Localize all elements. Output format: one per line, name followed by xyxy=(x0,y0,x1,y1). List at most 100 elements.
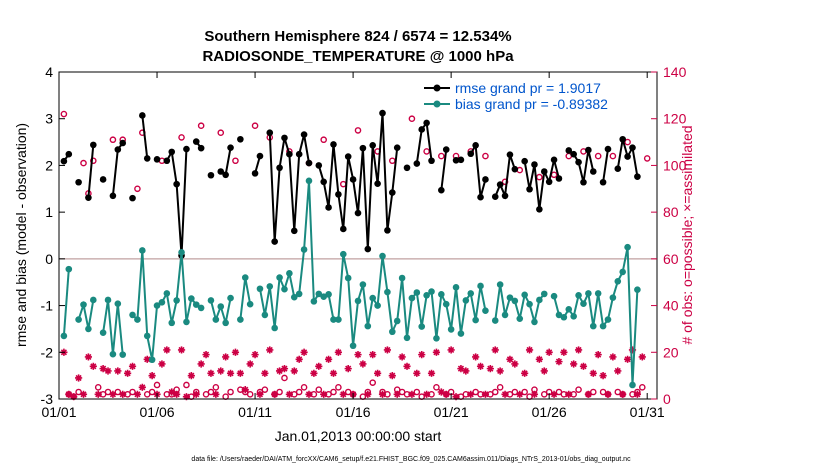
rmse-point xyxy=(585,146,592,154)
assimilated-obs-marker xyxy=(65,390,73,398)
bias-point xyxy=(467,290,475,297)
y-right-tick-label: 40 xyxy=(663,298,679,314)
rmse-point xyxy=(163,157,171,165)
bias-point xyxy=(413,289,421,296)
rmse-line-segment xyxy=(523,159,560,210)
rmse-point xyxy=(217,168,225,175)
rmse-point xyxy=(335,191,342,198)
assimilated-obs-marker xyxy=(398,353,406,361)
assimilated-obs-marker xyxy=(472,353,480,361)
bias-point xyxy=(614,277,622,285)
rmse-point xyxy=(526,185,533,193)
assimilated-obs-marker xyxy=(476,362,485,370)
assimilated-obs-marker xyxy=(79,390,88,398)
y-left-tick-label: 3 xyxy=(45,111,53,127)
rmse-point xyxy=(320,178,327,186)
assimilated-obs-marker xyxy=(540,367,548,375)
assimilated-obs-marker xyxy=(192,390,200,398)
possible-obs-marker xyxy=(295,388,303,396)
possible-obs-marker xyxy=(433,384,440,391)
rmse-point xyxy=(183,145,190,153)
rmse-point xyxy=(482,176,489,183)
assimilated-obs-marker xyxy=(285,390,293,398)
assimilated-obs-marker xyxy=(638,353,646,361)
rmse-point xyxy=(379,109,386,117)
bias-point xyxy=(271,324,278,332)
rmse-point xyxy=(428,157,435,165)
rmse-point xyxy=(85,194,92,201)
assimilated-obs-marker xyxy=(182,393,191,401)
bias-point xyxy=(266,283,274,290)
assimilated-obs-marker xyxy=(594,351,602,359)
y-right-tick-label: 140 xyxy=(663,64,687,80)
bias-point xyxy=(384,288,391,296)
assimilated-obs-marker xyxy=(75,374,83,382)
bias-point xyxy=(389,328,396,336)
bias-point xyxy=(222,319,229,327)
rmse-line-segment xyxy=(141,115,149,159)
bias-point xyxy=(188,295,195,302)
possible-obs-marker xyxy=(335,384,342,391)
rmse-point xyxy=(99,176,107,183)
y-left-tick-label: 4 xyxy=(45,64,53,80)
bias-point xyxy=(349,342,357,350)
bias-point xyxy=(634,286,641,293)
rmse-point xyxy=(619,135,626,143)
bias-point xyxy=(85,325,92,333)
bias-point xyxy=(80,301,87,308)
rmse-point xyxy=(536,206,543,213)
bias-point xyxy=(256,285,264,293)
assimilated-obs-marker xyxy=(300,348,308,356)
y-right-tick-label: 20 xyxy=(663,344,679,360)
bias-point xyxy=(428,288,435,295)
assimilated-obs-marker xyxy=(128,362,137,370)
bias-point xyxy=(148,356,156,364)
possible-obs-marker xyxy=(212,384,220,391)
bias-point xyxy=(325,291,332,298)
assimilated-obs-marker xyxy=(452,393,460,401)
possible-obs-marker xyxy=(134,185,141,193)
x-tick-label: 01/06 xyxy=(140,404,175,420)
bias-point xyxy=(330,316,337,323)
bias-point xyxy=(589,322,597,330)
assimilated-obs-marker xyxy=(231,348,240,356)
possible-obs-marker xyxy=(178,134,185,141)
assimilated-obs-marker xyxy=(516,390,524,398)
possible-obs-marker xyxy=(330,388,337,396)
assimilated-obs-marker xyxy=(467,390,475,398)
rmse-point xyxy=(339,225,347,233)
rmse-point xyxy=(511,165,519,173)
bias-point xyxy=(511,297,519,305)
rmse-point xyxy=(129,194,136,202)
rmse-point xyxy=(300,131,308,138)
rmse-point xyxy=(192,138,200,145)
assimilated-obs-marker xyxy=(364,390,372,398)
assimilated-obs-marker xyxy=(413,369,421,377)
assimilated-obs-marker xyxy=(334,348,342,356)
bias-point xyxy=(482,307,489,315)
bias-point xyxy=(300,246,308,253)
bias-point xyxy=(531,318,538,326)
assimilated-obs-marker xyxy=(535,355,543,363)
possible-obs-marker xyxy=(251,122,259,130)
assimilated-obs-marker xyxy=(545,348,553,356)
bias-point xyxy=(369,294,377,302)
possible-obs-marker xyxy=(369,379,377,386)
assimilated-obs-marker xyxy=(212,390,220,398)
possible-obs-marker xyxy=(227,388,234,396)
assimilated-obs-marker xyxy=(168,388,176,396)
possible-obs-marker xyxy=(80,159,87,167)
bias-point xyxy=(139,247,146,254)
rmse-point xyxy=(614,165,622,172)
possible-obs-marker xyxy=(281,374,288,382)
assimilated-obs-marker xyxy=(584,390,592,398)
assimilated-obs-marker xyxy=(427,369,436,377)
x-tick-label: 01/31 xyxy=(630,404,665,420)
bias-point xyxy=(183,318,190,326)
assimilated-obs-marker xyxy=(324,355,333,363)
possible-obs-marker xyxy=(624,138,631,146)
assimilated-obs-marker xyxy=(530,390,539,398)
plot-area xyxy=(59,72,657,399)
bias-point xyxy=(540,290,548,298)
